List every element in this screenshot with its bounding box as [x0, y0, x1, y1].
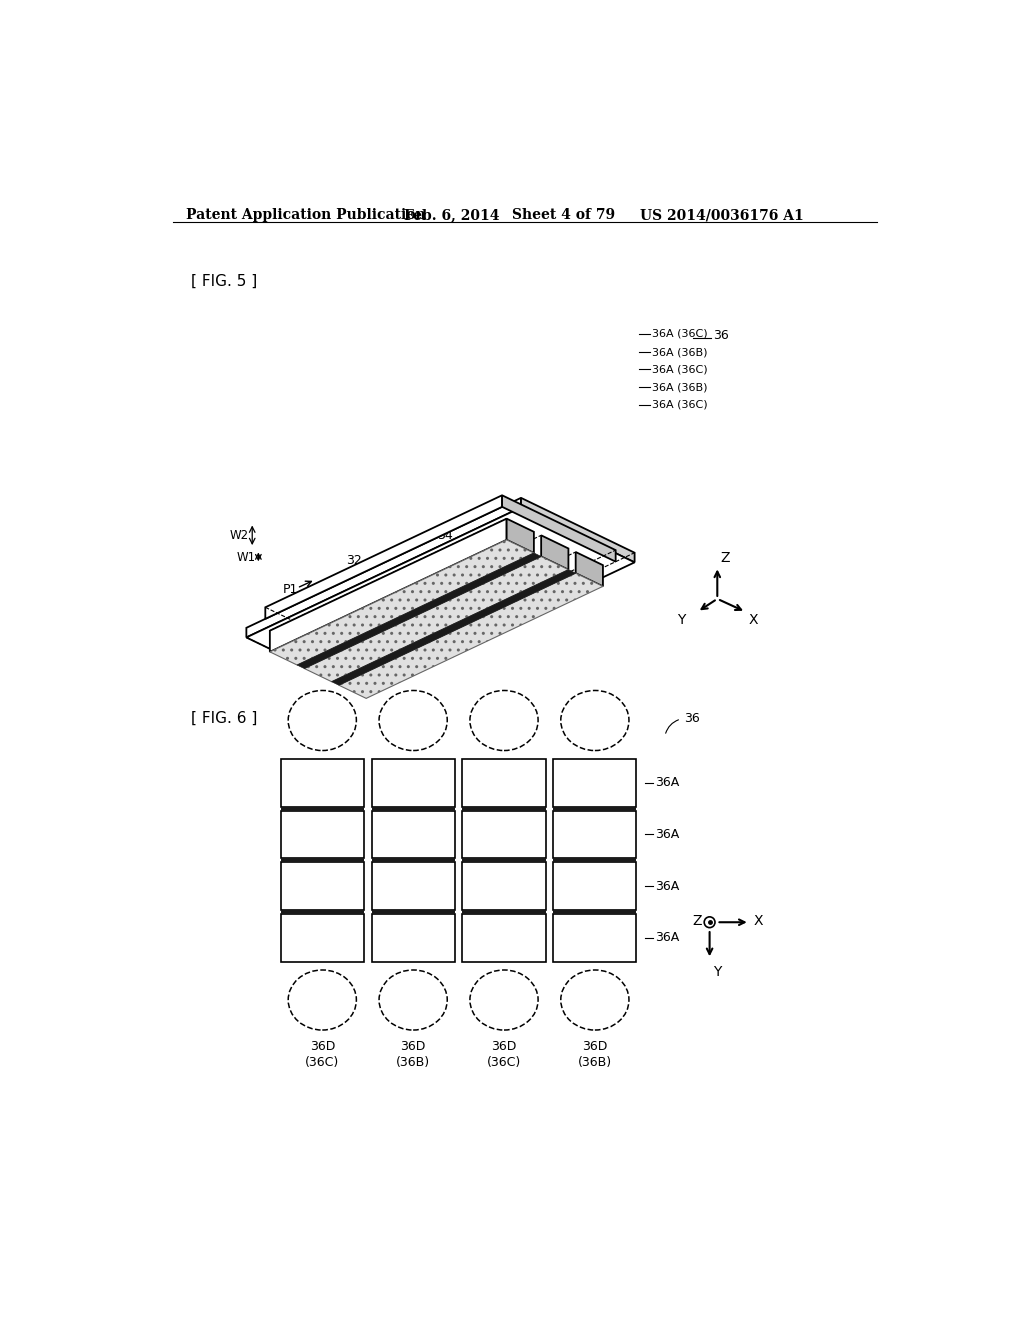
Bar: [553, 810, 637, 858]
Polygon shape: [265, 507, 615, 673]
Circle shape: [705, 917, 715, 928]
Ellipse shape: [288, 690, 356, 751]
Text: [ FIG. 6 ]: [ FIG. 6 ]: [190, 711, 257, 726]
Ellipse shape: [379, 970, 447, 1030]
Bar: [463, 807, 546, 810]
Text: W1: W1: [237, 550, 255, 564]
Bar: [281, 810, 364, 858]
Text: 36A (36C): 36A (36C): [652, 329, 708, 339]
Bar: [372, 810, 455, 858]
Bar: [553, 858, 637, 862]
Text: 32: 32: [346, 554, 362, 568]
Bar: [553, 759, 637, 807]
Text: Feb. 6, 2014: Feb. 6, 2014: [403, 209, 500, 223]
Bar: [553, 807, 637, 810]
Text: 36A: 36A: [655, 776, 679, 789]
Polygon shape: [297, 553, 541, 668]
Polygon shape: [521, 498, 635, 562]
Polygon shape: [575, 552, 603, 586]
Ellipse shape: [379, 690, 447, 751]
Text: Patent Application Publication: Patent Application Publication: [186, 209, 426, 223]
Text: Z: Z: [720, 550, 730, 565]
Text: P1: P1: [283, 583, 298, 597]
Polygon shape: [541, 536, 568, 570]
Bar: [553, 909, 637, 913]
Text: 36A: 36A: [655, 931, 679, 944]
Text: 36D
(36B): 36D (36B): [578, 1040, 612, 1069]
Bar: [463, 909, 546, 913]
Text: 36D
(36C): 36D (36C): [305, 1040, 339, 1069]
Text: Sheet 4 of 79: Sheet 4 of 79: [512, 209, 614, 223]
Polygon shape: [265, 495, 502, 619]
Ellipse shape: [470, 970, 538, 1030]
Bar: [281, 913, 364, 961]
Text: US 2014/0036176 A1: US 2014/0036176 A1: [640, 209, 804, 223]
Text: 36D
(36C): 36D (36C): [486, 1040, 521, 1069]
Bar: [372, 858, 455, 862]
Bar: [281, 858, 364, 862]
Ellipse shape: [288, 970, 356, 1030]
Bar: [372, 913, 455, 961]
Bar: [463, 862, 546, 909]
Text: 36A (36C): 36A (36C): [652, 400, 708, 409]
Bar: [281, 807, 364, 810]
Bar: [372, 909, 455, 913]
Text: 36A (36B): 36A (36B): [652, 347, 708, 358]
Polygon shape: [339, 573, 603, 698]
Text: Y: Y: [677, 614, 685, 627]
Text: 36A: 36A: [655, 879, 679, 892]
Bar: [372, 759, 455, 807]
Polygon shape: [247, 507, 635, 692]
Text: X: X: [754, 913, 763, 928]
Bar: [553, 862, 637, 909]
Polygon shape: [247, 498, 521, 638]
Bar: [281, 862, 364, 909]
Bar: [281, 759, 364, 807]
Ellipse shape: [470, 690, 538, 751]
Polygon shape: [332, 570, 575, 685]
Bar: [463, 759, 546, 807]
Text: 36A: 36A: [655, 828, 679, 841]
Ellipse shape: [561, 970, 629, 1030]
Polygon shape: [304, 557, 568, 681]
Text: 36: 36: [713, 329, 728, 342]
Text: 36A (36C): 36A (36C): [652, 364, 708, 375]
Text: Y: Y: [713, 965, 721, 979]
Text: 36A (36B): 36A (36B): [652, 381, 708, 392]
Text: [ FIG. 5 ]: [ FIG. 5 ]: [190, 275, 257, 289]
Bar: [281, 909, 364, 913]
Bar: [463, 913, 546, 961]
Ellipse shape: [561, 690, 629, 751]
Polygon shape: [270, 519, 507, 652]
Text: X: X: [749, 614, 759, 627]
Bar: [553, 913, 637, 961]
Text: 36: 36: [684, 713, 700, 726]
Bar: [372, 807, 455, 810]
Text: Z: Z: [692, 913, 701, 928]
Polygon shape: [270, 540, 534, 665]
Text: 34: 34: [437, 529, 453, 543]
Bar: [463, 810, 546, 858]
Text: W2: W2: [230, 529, 249, 543]
Polygon shape: [507, 519, 534, 553]
Bar: [463, 858, 546, 862]
Text: 36D
(36B): 36D (36B): [396, 1040, 430, 1069]
Polygon shape: [502, 495, 615, 562]
Bar: [372, 862, 455, 909]
